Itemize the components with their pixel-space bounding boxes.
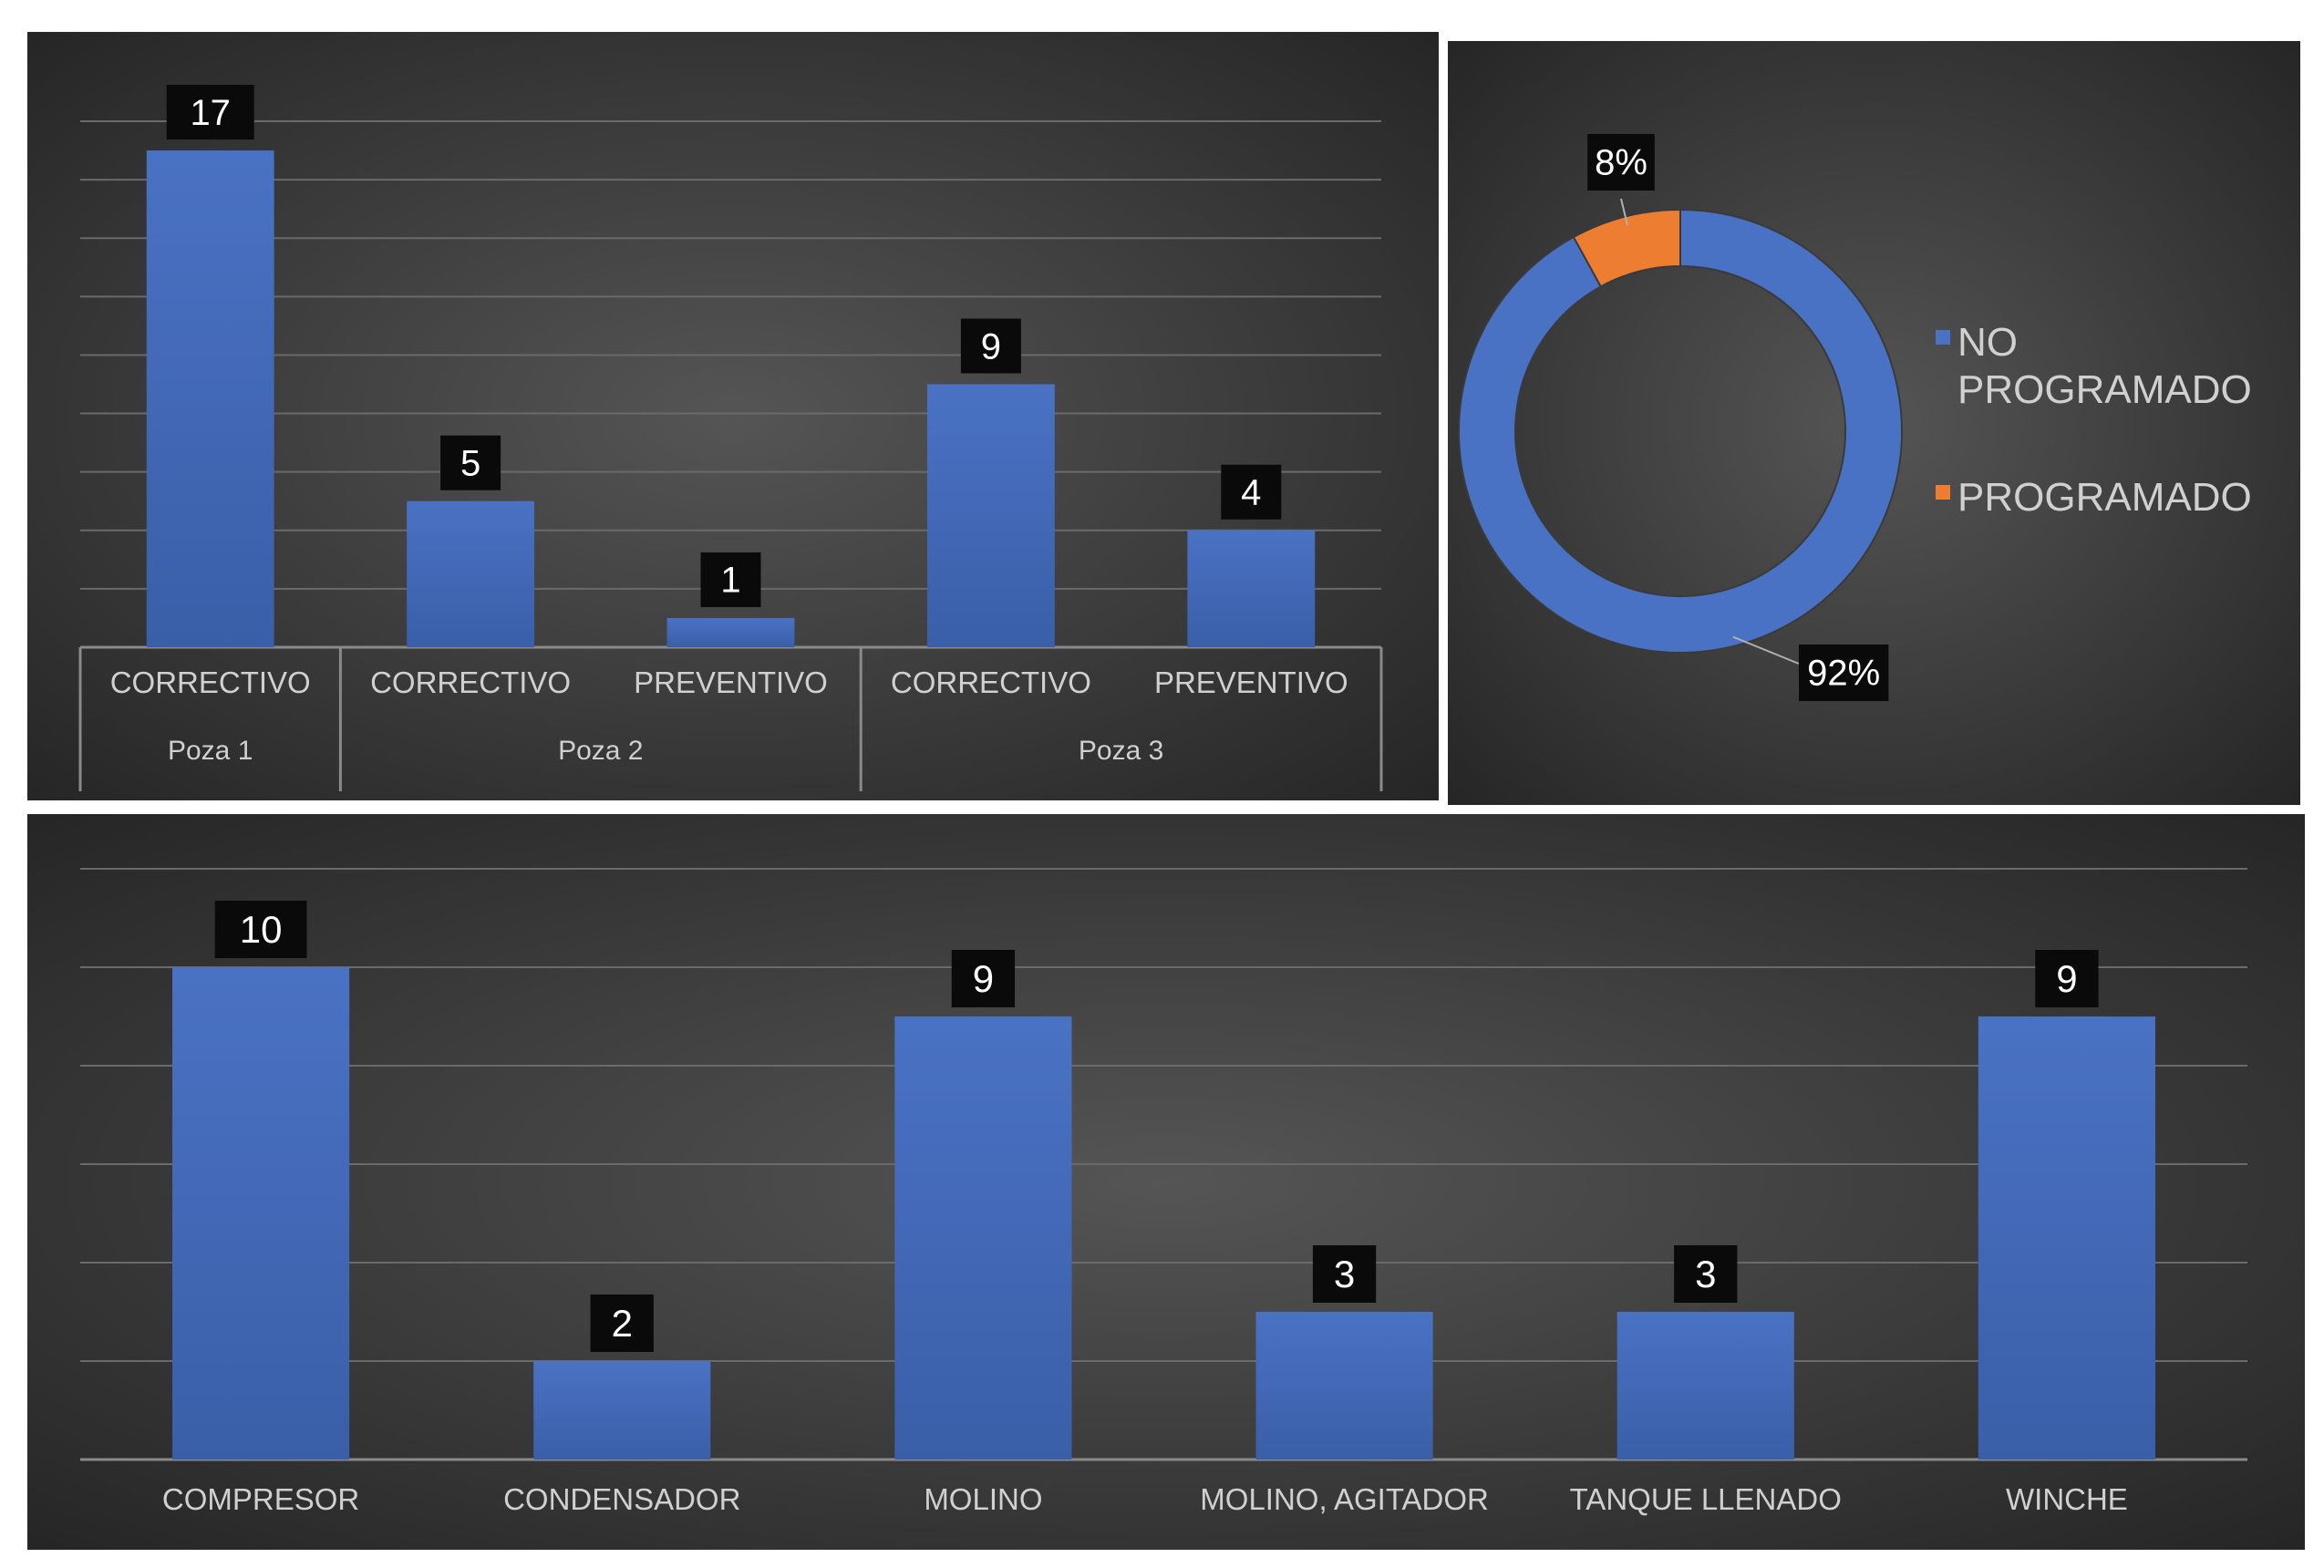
data-label-molino-agitador-group: 3 — [1312, 1245, 1377, 1303]
donut-slice-programado — [1572, 208, 1681, 288]
data-label-winche-group: 9 — [2035, 950, 2099, 1007]
donut-slice-no-programado — [1458, 208, 1903, 654]
data-label-poza-3-preventivo: 4 — [1241, 473, 1261, 513]
data-label-poza-2-correctivo-group: 5 — [440, 435, 501, 490]
x-tick-label-molino-agitador: MOLINO, AGITADOR — [1200, 1482, 1489, 1516]
data-label-poza-3-correctivo-box — [960, 318, 1021, 374]
bar-winche — [1978, 1016, 2155, 1460]
data-label-compresor: 10 — [240, 908, 283, 951]
data-label-poza-2-preventivo-group: 1 — [700, 552, 761, 607]
group-label-poza-3: Poza 3 — [1079, 736, 1163, 766]
data-label-compresor-box — [214, 901, 307, 958]
x-tick-label-correctivo: CORRECTIVO — [370, 665, 571, 699]
group-label-poza-2: Poza 2 — [558, 736, 643, 766]
bar-molino-agitador — [1255, 1312, 1433, 1460]
data-label-poza-1-correctivo: 17 — [190, 93, 231, 133]
bar-condensador — [533, 1361, 711, 1460]
data-label-winche-box — [2035, 950, 2099, 1007]
chart-failures-by-equipment-svg: 10 COMPRESOR 2 CONDENSADOR 9 MOLINO 3 MOLINO, A… — [27, 814, 2305, 1550]
data-label-tanque-llenado: 3 — [1695, 1253, 1716, 1295]
x-tick-label-tanque-llenado: TANQUE LLENADO — [1570, 1482, 1842, 1516]
x-tick-label-preventivo: PREVENTIVO — [1154, 665, 1348, 699]
legend-label-no-programado: NO PROGRAMADO — [1957, 320, 2252, 412]
group-label-poza-1: Poza 1 — [168, 736, 253, 766]
x-tick-label-correctivo: CORRECTIVO — [891, 665, 1091, 699]
data-label-condensador: 2 — [612, 1302, 633, 1345]
data-label-tanque-llenado-group: 3 — [1674, 1245, 1738, 1303]
x-tick-label-condensador: CONDENSADOR — [503, 1482, 740, 1516]
bar-poza-1-correctivo — [146, 150, 274, 648]
x-tick-label-correctivo: CORRECTIVO — [110, 665, 311, 699]
bar-compresor — [172, 967, 350, 1460]
chart-failures-by-equipment: 10 COMPRESOR 2 CONDENSADOR 9 MOLINO 3 MOLINO, A… — [27, 814, 2305, 1550]
data-label-poza-3-correctivo-group: 9 — [960, 318, 1021, 374]
bar-tanque-llenado — [1616, 1312, 1794, 1460]
chart-maintenance-by-pool-svg: 17 CORRECTIVO 5 CORRECTIVO 1 PREVENTIVO 9 CORRE… — [27, 32, 1439, 800]
x-tick-label-preventivo: PREVENTIVO — [634, 665, 828, 699]
bar-poza-2-correctivo — [407, 500, 535, 647]
data-label-poza-2-correctivo: 5 — [460, 444, 480, 484]
data-label-winche: 9 — [2056, 957, 2077, 1000]
slice-label-no-programado: 92% — [1807, 654, 1880, 694]
data-label-poza-3-preventivo-box — [1221, 464, 1282, 520]
legend-label-programado: PROGRAMADO — [1957, 475, 2252, 520]
bar-molino — [894, 1016, 1072, 1460]
data-label-molino-group: 9 — [951, 950, 1016, 1007]
slice-label-programado: 8% — [1595, 143, 1647, 183]
data-label-tanque-llenado-box — [1674, 1245, 1738, 1303]
data-label-molino-agitador-box — [1312, 1245, 1377, 1303]
bar-poza-3-correctivo — [926, 384, 1055, 647]
data-label-poza-3-correctivo: 9 — [981, 326, 1001, 366]
data-label-poza-2-correctivo-box — [440, 435, 501, 490]
data-label-poza-2-preventivo: 1 — [720, 561, 740, 601]
data-label-molino-agitador: 3 — [1334, 1253, 1355, 1295]
legend-swatch-no-programado — [1936, 330, 1950, 345]
data-label-poza-2-preventivo-box — [700, 552, 761, 607]
data-label-compresor-group: 10 — [214, 901, 307, 958]
x-tick-label-winche: WINCHE — [2006, 1482, 2128, 1516]
x-tick-label-compresor: COMPRESOR — [162, 1482, 359, 1516]
chart-programmed-share: 92% 8% NO PROGRAMADO PROGRAMADO — [1448, 41, 2300, 805]
bar-poza-2-preventivo — [666, 617, 795, 647]
slice-label-box-no-programado — [1799, 645, 1889, 701]
chart-maintenance-by-pool: 17 CORRECTIVO 5 CORRECTIVO 1 PREVENTIVO 9 CORRE… — [27, 32, 1439, 800]
legend-swatch-programado — [1936, 485, 1950, 500]
bar-poza-3-preventivo — [1187, 530, 1316, 647]
data-label-molino-box — [951, 950, 1016, 1007]
data-label-poza-1-correctivo-box — [166, 85, 254, 140]
leader-line-no-programado — [1732, 635, 1800, 665]
data-label-condensador-group: 2 — [590, 1295, 654, 1352]
data-label-poza-1-correctivo-group: 17 — [166, 85, 254, 140]
data-label-poza-3-preventivo-group: 4 — [1221, 464, 1282, 520]
data-label-molino: 9 — [973, 957, 994, 1000]
leader-line-programado — [1620, 198, 1629, 226]
slice-label-box-programado — [1587, 134, 1655, 191]
x-tick-label-molino: MOLINO — [924, 1482, 1042, 1516]
chart-background — [27, 814, 2305, 1550]
data-label-condensador-box — [590, 1295, 654, 1352]
chart-programmed-share-svg: 92% 8% NO PROGRAMADO PROGRAMADO — [1448, 41, 2300, 805]
